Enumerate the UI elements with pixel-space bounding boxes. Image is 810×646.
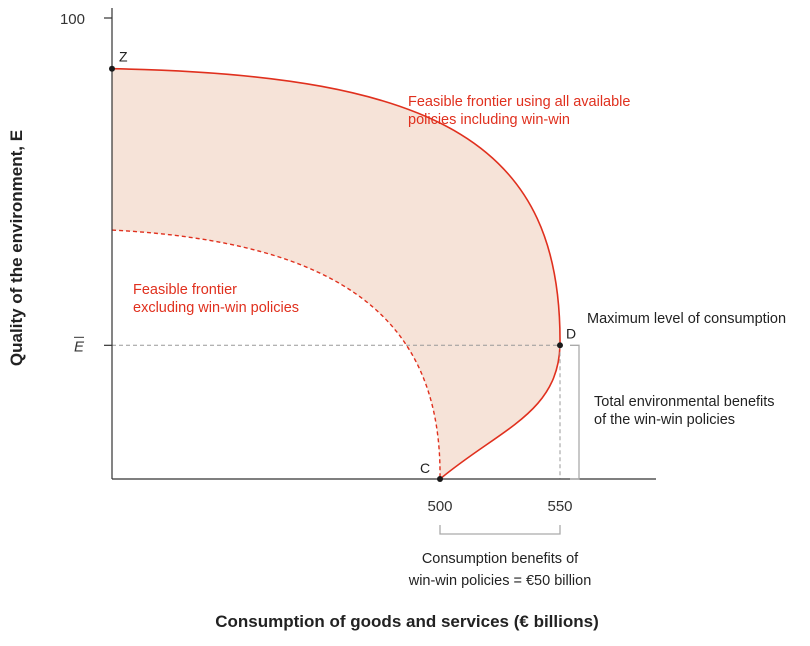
environmental-benefits-bracket: [570, 344, 580, 480]
point-z-label: Z: [119, 49, 128, 65]
environmental-benefits-annotation-line-1: Total environmental benefits: [594, 394, 775, 410]
y-tick-label-100: 100: [60, 11, 85, 28]
consumption-benefits-annotation-line-1: Consumption benefits of: [422, 551, 579, 567]
y-axis-title: Quality of the environment, E: [7, 130, 26, 366]
frontier-all-annotation-line-1: Feasible frontier using all available: [408, 94, 630, 110]
frontier-excluding-annotation-line-1: Feasible frontier: [133, 282, 237, 298]
consumption-benefits-annotation-line-2: win-win policies = €50 billion: [408, 573, 592, 589]
y-tick-label-ebar: E: [74, 338, 85, 355]
frontier-all-policies-line: [111, 67, 561, 480]
consumption-benefits-bracket: [439, 525, 561, 535]
point-d: [557, 342, 563, 349]
frontier-excluding-annotation-line-2: excluding win-win policies: [133, 300, 299, 316]
max-consumption-annotation: Maximum level of consumption: [587, 311, 786, 327]
point-c-label: C: [420, 460, 430, 476]
frontier-all-annotation-line-2: policies including win-win: [408, 112, 570, 128]
point-d-label: D: [566, 325, 576, 341]
point-z: [109, 65, 115, 72]
feasible-set-area: [112, 68, 561, 480]
point-c: [437, 476, 443, 482]
frontier-excluding-win-win-line: [111, 229, 441, 480]
x-tick-label-550: 550: [547, 498, 572, 515]
x-axis-title: Consumption of goods and services (€ bil…: [215, 612, 598, 631]
x-tick-label-500: 500: [427, 498, 452, 515]
environmental-benefits-annotation-line-2: of the win-win policies: [594, 412, 735, 428]
